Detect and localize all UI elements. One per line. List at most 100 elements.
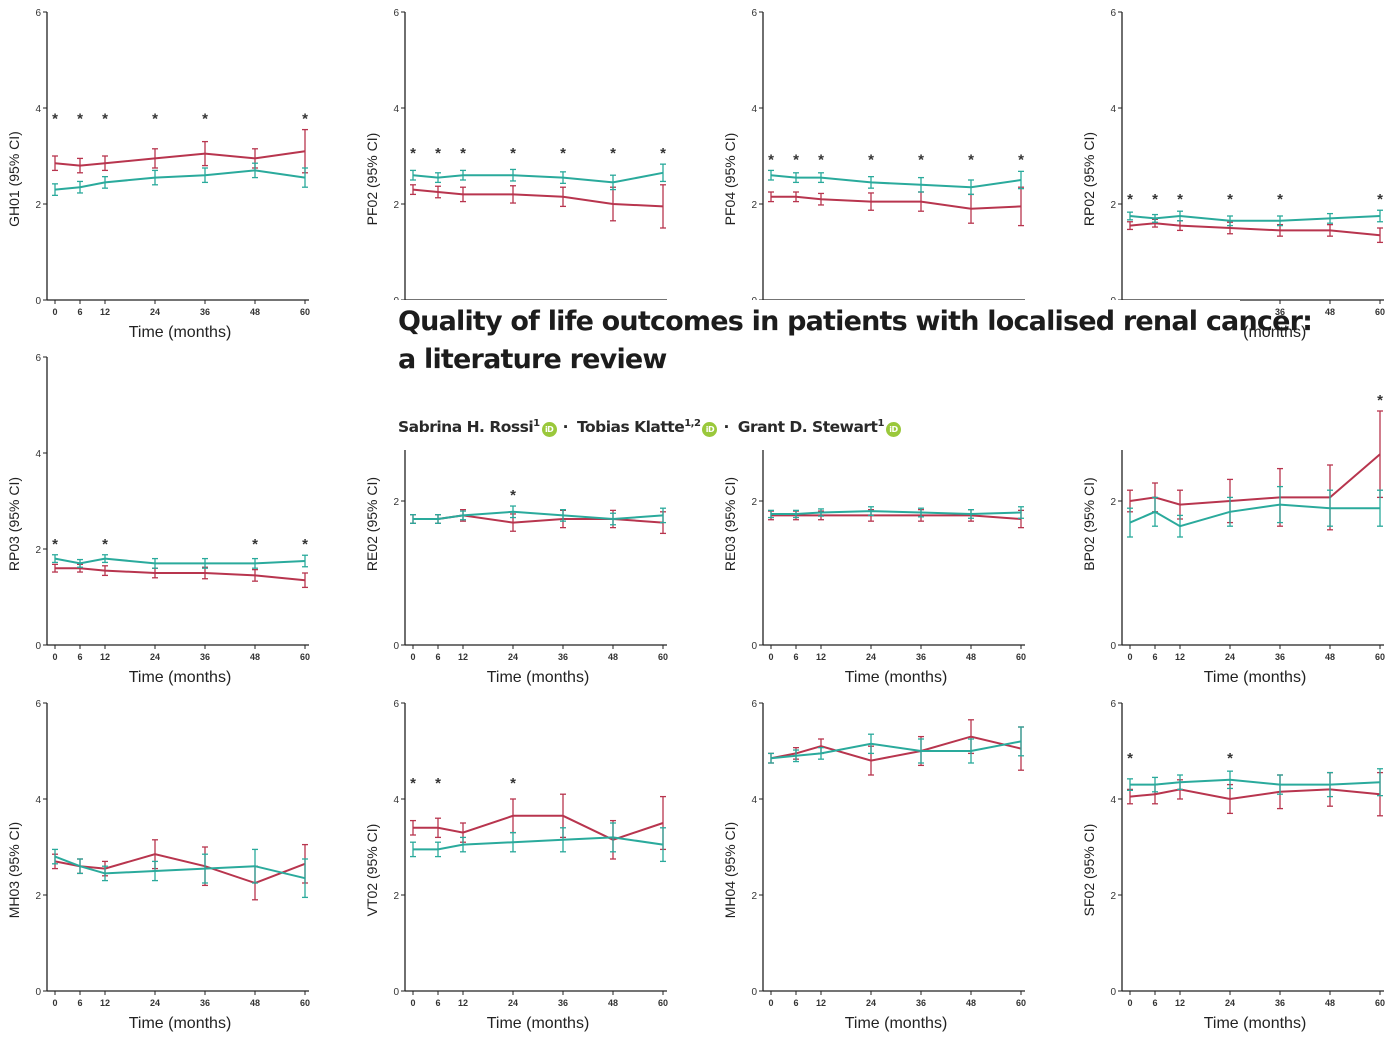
significance-marker: *	[1377, 191, 1383, 208]
x-tick-label: 0	[52, 998, 57, 1008]
series-a-line	[413, 814, 664, 841]
significance-marker: *	[793, 151, 799, 168]
significance-marker: *	[510, 487, 516, 504]
x-tick-label: 48	[966, 652, 976, 662]
series-a-line	[412, 188, 664, 208]
significance-marker: *	[1127, 750, 1133, 767]
y-axis-label: RE03 (95% CI)	[722, 477, 738, 571]
x-tick-label: 48	[250, 307, 260, 317]
orcid-icon[interactable]: iD	[702, 422, 718, 437]
series-b-line	[1130, 778, 1381, 786]
x-tick-label: 48	[250, 652, 260, 662]
significance-marker: *	[610, 145, 616, 162]
x-tick-label: 48	[608, 998, 618, 1008]
y-tick-label: 2	[393, 200, 399, 211]
x-tick-label: 36	[200, 998, 210, 1008]
y-axis-label: RP03 (95% CI)	[6, 477, 22, 571]
y-tick-label: 4	[35, 449, 41, 460]
significance-marker: *	[1177, 191, 1183, 208]
x-tick-label: 60	[1016, 998, 1026, 1008]
chart-panel: 024061224364860Time (months)BP02 (95% CI…	[1081, 353, 1385, 686]
series-a-line	[1129, 453, 1381, 506]
significance-marker: *	[1227, 191, 1233, 208]
significance-marker: *	[460, 145, 466, 162]
y-tick-label: 2	[1110, 497, 1116, 508]
x-tick-label: 0	[1127, 998, 1132, 1008]
significance-marker: *	[1277, 191, 1283, 208]
y-axis-label: SF02 (95% CI)	[1081, 824, 1097, 917]
x-tick-label: 36	[1275, 307, 1285, 317]
y-tick-label: 4	[1110, 104, 1116, 115]
y-tick-label: 2	[751, 200, 757, 211]
x-tick-label: 12	[1175, 652, 1185, 662]
x-tick-label: 24	[150, 998, 160, 1008]
author-affiliation: 1	[533, 418, 540, 429]
x-tick-label: 24	[866, 652, 876, 662]
significance-marker: *	[435, 145, 441, 162]
y-tick-label: 2	[35, 200, 41, 211]
x-tick-label: 12	[816, 652, 826, 662]
x-tick-label: 60	[1016, 652, 1026, 662]
x-tick-label: 6	[793, 998, 798, 1008]
x-tick-label: 60	[658, 998, 668, 1008]
y-tick-label: 6	[35, 8, 41, 19]
x-tick-label: 24	[1225, 652, 1235, 662]
x-tick-label: 0	[768, 652, 773, 662]
significance-marker: *	[102, 111, 108, 128]
series-b-line	[54, 557, 306, 565]
author-separator: ·	[723, 418, 729, 436]
significance-marker: *	[510, 775, 516, 792]
x-tick-label: 12	[458, 652, 468, 662]
y-tick-label: 6	[1110, 699, 1116, 710]
orcid-icon[interactable]: iD	[885, 422, 901, 437]
x-tick-label: 36	[200, 307, 210, 317]
series-b-line	[1129, 214, 1381, 222]
y-tick-label: 2	[1110, 891, 1116, 902]
x-tick-label: 60	[300, 998, 310, 1008]
significance-marker: *	[435, 775, 441, 792]
significance-marker: *	[560, 145, 566, 162]
significance-marker: *	[1152, 191, 1158, 208]
x-tick-label: 60	[1375, 998, 1385, 1008]
x-tick-label: 6	[793, 652, 798, 662]
y-tick-label: 2	[393, 497, 399, 508]
y-tick-label: 4	[393, 795, 399, 806]
article-title-line-2: a literature review	[398, 344, 667, 375]
significance-marker: *	[660, 145, 666, 162]
x-tick-label: 36	[558, 652, 568, 662]
author-name: Grant D. Stewart	[737, 418, 878, 436]
x-tick-label: 12	[100, 652, 110, 662]
significance-marker: *	[1127, 191, 1133, 208]
significance-marker: *	[410, 145, 416, 162]
x-tick-label: 60	[658, 652, 668, 662]
y-tick-label: 0	[751, 641, 757, 652]
y-tick-label: 4	[35, 795, 41, 806]
x-tick-label: 24	[866, 998, 876, 1008]
y-axis-label: GH01 (95% CI)	[6, 131, 22, 227]
significance-marker: *	[1377, 392, 1383, 409]
x-axis-label: Time (months)	[845, 1015, 948, 1032]
significance-marker: *	[868, 151, 874, 168]
x-tick-label: 6	[435, 998, 440, 1008]
y-tick-label: 0	[1110, 641, 1116, 652]
series-b-line	[413, 836, 664, 851]
x-tick-label: 6	[77, 307, 82, 317]
x-tick-label: 60	[1375, 307, 1385, 317]
x-tick-label: 36	[1275, 998, 1285, 1008]
x-axis-label: Time (months)	[129, 669, 232, 686]
x-tick-label: 24	[508, 998, 518, 1008]
y-tick-label: 4	[393, 104, 399, 115]
orcid-icon[interactable]: iD	[541, 422, 557, 437]
significance-marker: *	[102, 536, 108, 553]
x-tick-label: 24	[1225, 998, 1235, 1008]
y-axis-label: VT02 (95% CI)	[364, 824, 380, 917]
y-tick-label: 6	[751, 8, 757, 19]
y-tick-label: 2	[393, 891, 399, 902]
significance-marker: *	[768, 151, 774, 168]
x-axis-label: Time (months)	[487, 1015, 590, 1032]
